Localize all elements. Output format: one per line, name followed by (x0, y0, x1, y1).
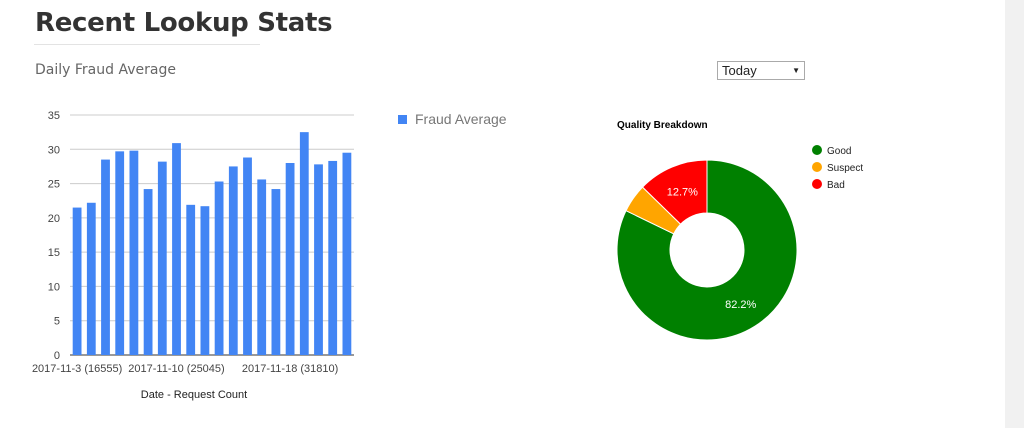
bar (328, 160, 338, 355)
fraud-average-bar-chart: 0 5 10 15 20 25 30 35 2017-11-3 (16555) 2017-11-1… (32, 110, 507, 401)
bar (271, 189, 281, 355)
pie-data-label: 82.2% (725, 299, 756, 311)
x-tick-label: 2017-11-3 (16555) (32, 363, 122, 375)
bar (342, 152, 352, 355)
y-tick-label: 10 (48, 281, 60, 293)
bar (314, 164, 323, 355)
bar (299, 132, 309, 355)
pie-slice-good (616, 159, 798, 341)
bar (72, 207, 82, 355)
legend-label: Fraud Average (415, 111, 507, 127)
bar (101, 159, 110, 355)
bar (257, 179, 267, 355)
bar (200, 206, 210, 355)
bar (214, 181, 224, 355)
legend-label-good: Good (827, 146, 851, 157)
x-tick-label: 2017-11-18 (31810) (242, 363, 338, 375)
pie-title: Quality Breakdown (617, 120, 708, 131)
bar (243, 157, 252, 355)
y-tick-label: 25 (48, 179, 60, 191)
bar-chart-title: Daily Fraud Average (35, 62, 176, 78)
period-select-value: Today (722, 63, 757, 78)
y-tick-label: 20 (48, 213, 60, 225)
bar (129, 150, 139, 355)
legend-dot-good (812, 145, 822, 155)
bar (228, 166, 238, 355)
x-axis-label: Date - Request Count (141, 389, 247, 401)
legend-swatch (398, 115, 407, 124)
y-tick-label: 5 (54, 316, 60, 328)
bar (285, 163, 295, 355)
bar (143, 189, 153, 355)
y-tick-label: 30 (48, 144, 60, 156)
page-title: Recent Lookup Stats (35, 8, 333, 38)
bar (172, 143, 181, 355)
bar (86, 202, 96, 355)
quality-breakdown-donut-chart: Quality Breakdown 82.2% 12.7% Good Suspect Ba… (616, 120, 863, 341)
pie-slice-bad (641, 159, 708, 225)
x-tick-label: 2017-11-10 (25045) (128, 363, 224, 375)
legend-label-suspect: Suspect (827, 163, 863, 174)
y-tick-label: 15 (48, 247, 60, 259)
legend-dot-suspect (812, 162, 822, 172)
period-select[interactable]: Today ▼ (717, 61, 805, 80)
pie-data-label: 12.7% (667, 186, 698, 198)
legend-label-bad: Bad (827, 180, 845, 191)
bar (115, 151, 125, 355)
bar (157, 161, 167, 355)
y-tick-label: 0 (54, 350, 60, 362)
bar (186, 204, 196, 355)
y-tick-label: 35 (48, 110, 60, 122)
legend-dot-bad (812, 179, 822, 189)
dropdown-arrow-icon: ▼ (792, 66, 800, 75)
title-divider (34, 44, 260, 45)
